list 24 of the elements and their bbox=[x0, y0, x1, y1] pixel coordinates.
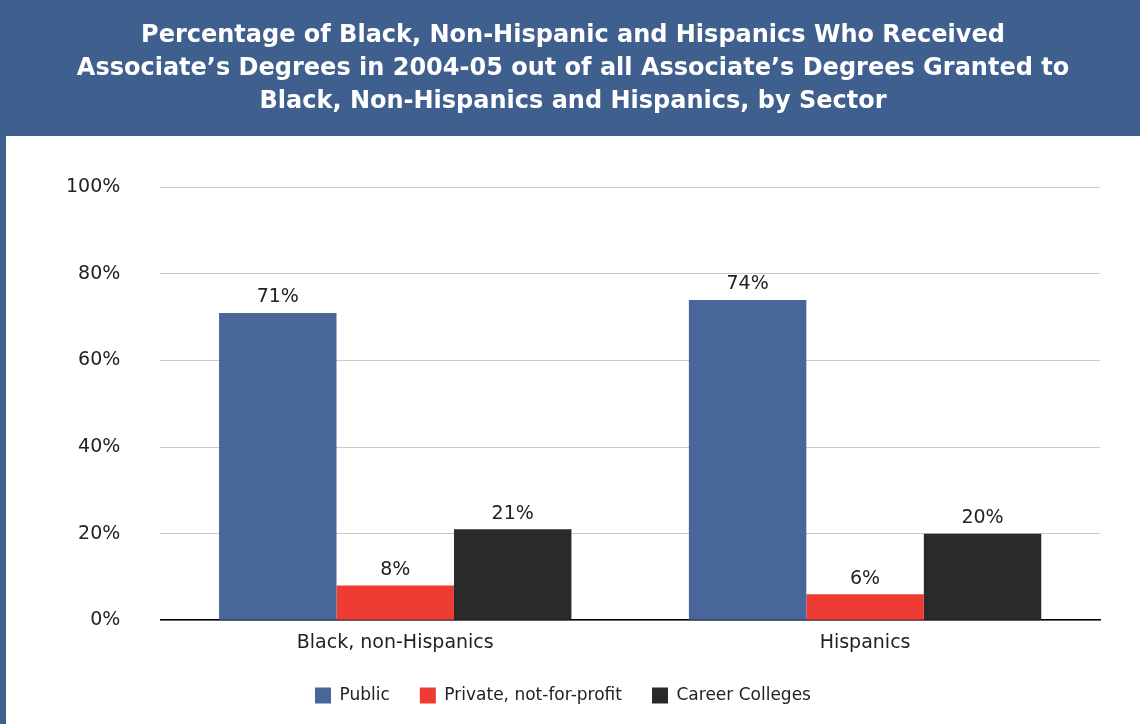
chart-title: Percentage of Black, Non-Hispanic and Hispanics Who Received Associate’s Degrees in 2004-05 out of all Associate’s Degrees Granted to Black, Non-Hispanics and Hispanics, by Sector bbox=[6, 0, 1140, 136]
data-label: 20% bbox=[961, 505, 1004, 528]
x-tick-label: Hispanics bbox=[819, 629, 911, 652]
bar bbox=[219, 312, 337, 620]
data-label: 71% bbox=[256, 284, 299, 307]
y-tick-label: 80% bbox=[78, 260, 121, 283]
data-label: 8% bbox=[380, 557, 411, 580]
y-tick-label: 60% bbox=[78, 347, 121, 370]
data-label: 74% bbox=[726, 271, 769, 294]
bar bbox=[923, 533, 1042, 620]
bar bbox=[688, 299, 807, 620]
x-tick-label: Black, non-Hispanics bbox=[296, 629, 494, 652]
y-tick-label: 20% bbox=[78, 520, 121, 543]
data-label: 21% bbox=[491, 500, 534, 523]
bar bbox=[453, 529, 572, 620]
y-tick-label: 40% bbox=[78, 434, 121, 457]
y-tick-label: 0% bbox=[90, 607, 121, 630]
y-tick-label: 100% bbox=[65, 174, 121, 197]
legend-label: Public bbox=[339, 683, 390, 704]
legend-label: Private, not-for-profit bbox=[444, 683, 623, 704]
legend-label: Career Colleges bbox=[676, 683, 812, 704]
bar bbox=[806, 594, 924, 620]
bar bbox=[336, 585, 454, 620]
data-label: 6% bbox=[850, 565, 881, 588]
